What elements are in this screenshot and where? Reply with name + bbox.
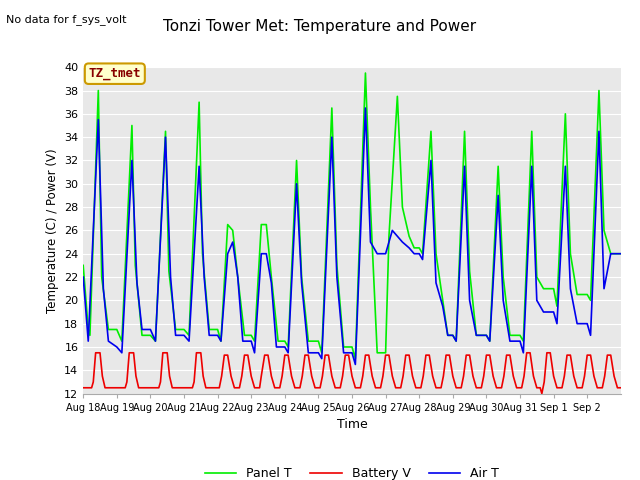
Panel T — [540, 286, 547, 291]
Air T — [104, 338, 112, 344]
Air T — [617, 251, 625, 257]
Battery V — [566, 352, 574, 358]
Text: No data for f_sys_volt: No data for f_sys_volt — [6, 14, 127, 25]
Line: Battery V: Battery V — [83, 353, 621, 394]
Panel T — [131, 263, 139, 268]
Battery V — [305, 352, 312, 358]
Battery V — [362, 352, 369, 358]
Battery V — [92, 350, 99, 356]
Line: Panel T: Panel T — [83, 73, 621, 359]
Panel T — [351, 356, 359, 361]
Panel T — [333, 263, 340, 268]
Air T — [351, 361, 359, 367]
Battery V — [500, 373, 508, 379]
Panel T — [79, 263, 87, 268]
Panel T — [98, 274, 106, 280]
Battery V — [79, 385, 87, 391]
Air T — [340, 350, 348, 356]
Battery V — [395, 385, 403, 391]
Air T — [494, 192, 502, 198]
Panel T — [86, 333, 94, 338]
Air T — [79, 274, 87, 280]
Panel T — [362, 70, 369, 76]
Air T — [540, 309, 547, 315]
Battery V — [538, 391, 546, 396]
Battery V — [483, 352, 490, 358]
Air T — [362, 105, 369, 111]
Legend: Panel T, Battery V, Air T: Panel T, Battery V, Air T — [200, 462, 504, 480]
Y-axis label: Temperature (C) / Power (V): Temperature (C) / Power (V) — [45, 148, 58, 312]
Panel T — [617, 251, 625, 257]
Air T — [95, 117, 102, 122]
Panel T — [494, 163, 502, 169]
Air T — [138, 326, 146, 332]
Text: Tonzi Tower Met: Temperature and Power: Tonzi Tower Met: Temperature and Power — [163, 19, 477, 34]
Line: Air T: Air T — [83, 108, 621, 364]
Battery V — [617, 385, 625, 391]
X-axis label: Time: Time — [337, 418, 367, 431]
Text: TZ_tmet: TZ_tmet — [88, 67, 141, 80]
